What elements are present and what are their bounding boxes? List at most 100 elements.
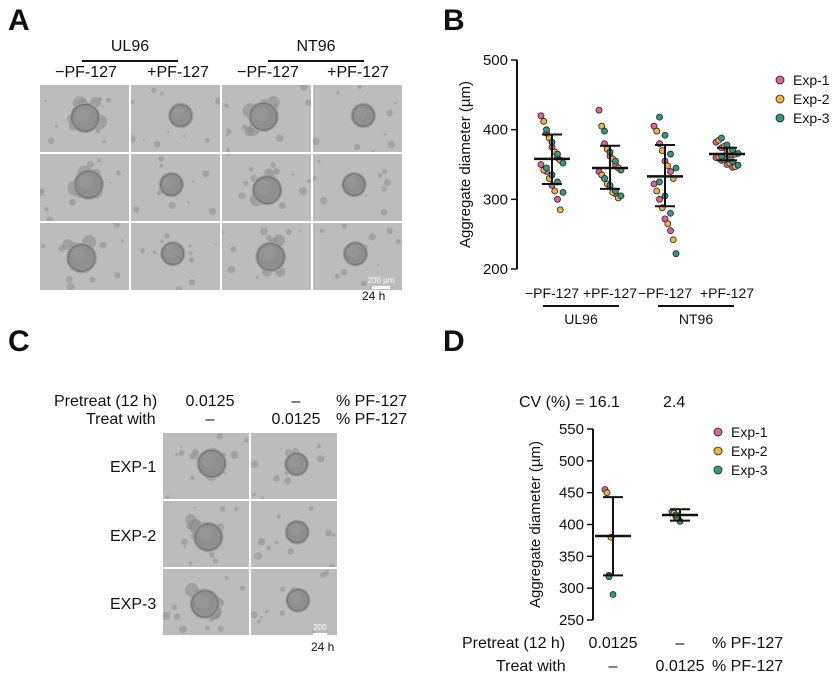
pretreat-unit-c: % PF-127 [336, 393, 408, 410]
data-point [612, 157, 619, 165]
data-point [554, 195, 561, 203]
panel-letter-c: C [8, 325, 30, 358]
data-point [672, 164, 680, 172]
cv-label: CV (%) = 16.1 [519, 394, 620, 411]
data-point [601, 175, 608, 182]
legend-label: Exp-3 [793, 110, 830, 126]
group-line-ul96 [82, 60, 178, 62]
micrograph-tile [40, 85, 129, 152]
legend-label: Exp-3 [731, 462, 768, 478]
treat-value-1-c: – [205, 411, 215, 428]
legend-marker [713, 427, 723, 437]
data-point [718, 134, 725, 142]
panel-letter-d: D [443, 325, 465, 358]
micrograph-tile [163, 501, 249, 567]
y-tick-label: 550 [559, 421, 584, 438]
panel-letter-b: B [443, 4, 465, 37]
micrograph-tile [131, 85, 220, 152]
x-tick-label: +PF-127 [700, 285, 754, 301]
legend-marker [775, 113, 785, 123]
pretreat-unit-d: % PF-127 [712, 635, 784, 652]
data-point [734, 161, 742, 169]
x-tick-label: −PF-127 [525, 285, 579, 301]
group-label: UL96 [564, 311, 598, 327]
chart-b: 200 300 400 500 Aggregate diameter (µm) Exp-1… [457, 52, 830, 327]
data-point [667, 150, 674, 158]
data-point [551, 187, 559, 195]
chart-d: 250 300 350 400 450 500 550 Aggregate diameter … [527, 421, 768, 629]
y-tick-label: 350 [559, 548, 584, 565]
col-label-1: −PF-127 [55, 64, 117, 81]
pretreat-value-1-d: 0.0125 [588, 635, 638, 652]
y-tick-label: 400 [483, 122, 508, 139]
y-axis-label: Aggregate diameter (µm) [457, 81, 474, 248]
micrograph-tile [222, 85, 311, 152]
treat-value-1-d: – [608, 658, 618, 675]
group-label-ul96: UL96 [110, 38, 150, 55]
pretreat-label-d: Pretreat (12 h) [462, 635, 566, 652]
pretreat-label-c: Pretreat (12 h) [54, 393, 158, 410]
y-tick-label: 300 [483, 191, 508, 208]
micrograph-tile [131, 223, 220, 290]
treat-unit-c: % PF-127 [336, 411, 408, 428]
data-point [537, 161, 545, 168]
legend-marker [713, 465, 723, 475]
data-point [559, 159, 567, 167]
legend-label: Exp-2 [793, 91, 830, 107]
legend-label: Exp-2 [731, 443, 768, 459]
data-point [595, 106, 603, 114]
data-point [667, 168, 674, 175]
pretreat-value-1-c: 0.0125 [185, 393, 235, 410]
micrograph-tile [163, 433, 249, 499]
x-tick-label: −PF-127 [638, 285, 692, 301]
y-tick-label: 400 [559, 517, 584, 534]
micrograph-tile [251, 501, 337, 567]
scale-label: 200 µm [313, 623, 327, 641]
data-point [667, 227, 674, 235]
y-tick-label: 500 [483, 52, 508, 69]
micrograph-tile [222, 154, 311, 221]
panel-letter-a: A [8, 4, 30, 37]
y-tick-label: 250 [559, 612, 584, 629]
micrograph-tile [163, 569, 249, 635]
group-label-nt96: NT96 [296, 38, 336, 55]
data-point [661, 131, 669, 139]
legend-marker [775, 75, 785, 85]
micrograph-tile [131, 154, 220, 221]
data-point [554, 150, 561, 158]
data-point [617, 192, 625, 200]
col-label-3: −PF-127 [237, 64, 299, 81]
data-point [653, 187, 661, 195]
data-point [664, 220, 672, 228]
legend-marker [713, 446, 723, 456]
data-point [656, 195, 663, 203]
micrograph-tile [222, 223, 311, 290]
micrograph-tile [251, 569, 337, 635]
data-point [650, 180, 658, 188]
data-point [609, 591, 617, 598]
legend-marker [775, 94, 785, 104]
exp-label-1: EXP-1 [110, 459, 157, 476]
data-point [543, 164, 550, 172]
pretreat-value-2-d: – [675, 635, 685, 652]
time-label-a: 24 h [362, 289, 386, 303]
exp-label-2: EXP-2 [110, 528, 157, 545]
scale-bar [313, 633, 327, 636]
col-label-2: +PF-127 [147, 64, 209, 81]
data-point [556, 206, 564, 214]
scale-bar [372, 286, 390, 289]
pretreat-value-2-c: – [291, 393, 301, 410]
data-point [667, 209, 674, 217]
micrograph-tile [313, 85, 402, 152]
data-point [672, 250, 680, 258]
y-axis-label: Aggregate diameter (µm) [527, 441, 544, 608]
treat-label-c: Treat with [86, 411, 156, 428]
treat-value-2-d: 0.0125 [655, 658, 705, 675]
col-label-4: +PF-127 [327, 64, 389, 81]
group-line-nt96 [268, 60, 364, 62]
micrograph-tile [251, 433, 337, 499]
data-point [656, 113, 663, 121]
micrograph-tile [313, 154, 402, 221]
scale-label: 200 µm [367, 276, 395, 285]
y-tick-label: 450 [559, 485, 584, 502]
